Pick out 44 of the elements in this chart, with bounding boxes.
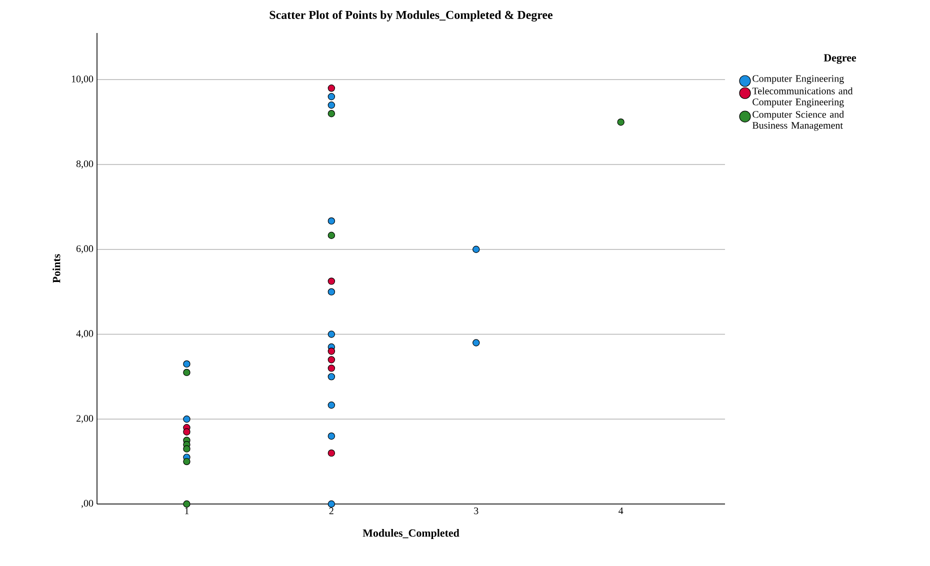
x-tick-label: 4: [618, 508, 624, 514]
chart-title: Scatter Plot of Points by Modules_Completed & Degree: [270, 10, 553, 22]
x-axis-title: Modules_Completed: [362, 529, 460, 539]
legend-title: Degree: [824, 54, 856, 64]
point: [183, 416, 190, 423]
point: [328, 93, 336, 100]
point: [328, 449, 336, 457]
point: [328, 364, 336, 372]
legend-label: Computer Science and Business Management: [752, 110, 844, 131]
point: [328, 330, 336, 338]
point: [472, 246, 480, 253]
point: [183, 445, 190, 452]
point: [328, 356, 336, 364]
point: [183, 360, 190, 368]
point: [183, 428, 190, 436]
x-tick-label: 1: [185, 508, 189, 514]
legend-label: Telecommunications and Computer Engineering: [752, 87, 853, 108]
point: [328, 432, 336, 440]
point: [183, 458, 190, 466]
point: [183, 500, 190, 508]
point: [328, 500, 336, 508]
y-tick-label: 8,00: [76, 160, 94, 169]
point: [328, 348, 336, 355]
y-tick-label: ,00: [81, 500, 94, 508]
point: [328, 288, 336, 296]
point: [617, 118, 624, 126]
point: [328, 232, 336, 239]
y-tick-label: 6,00: [76, 245, 94, 254]
x-tick-label: 3: [474, 508, 478, 514]
point: [328, 373, 336, 380]
point: [328, 402, 336, 409]
point: [328, 102, 336, 109]
point: [472, 339, 480, 346]
x-tick-label: 2: [329, 508, 334, 514]
y-axis-title: Points: [52, 254, 60, 283]
legend-label: Computer Engineering: [752, 75, 844, 84]
point: [328, 84, 336, 92]
point: [328, 278, 336, 285]
point: [183, 368, 190, 376]
point: [328, 217, 336, 225]
y-tick-label: 4,00: [76, 330, 94, 338]
point: [328, 110, 336, 118]
y-tick-label: 2,00: [76, 415, 94, 424]
y-tick-label: 10,00: [72, 76, 94, 84]
